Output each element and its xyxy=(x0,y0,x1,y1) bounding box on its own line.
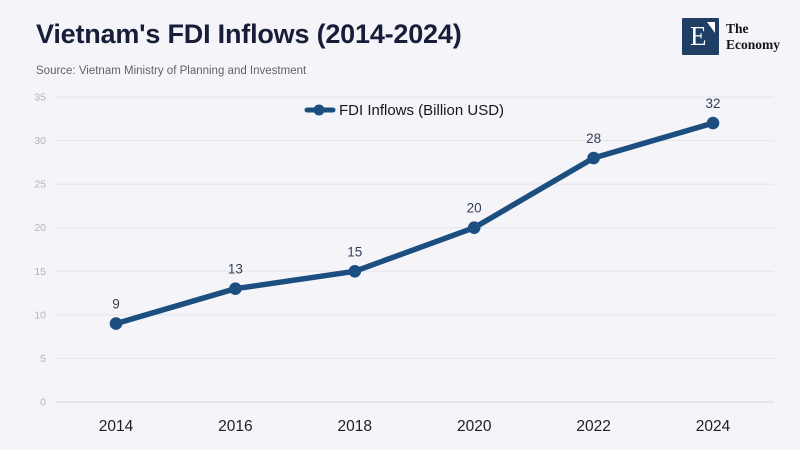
y-tick-label: 10 xyxy=(34,309,46,321)
x-tick-label: 2020 xyxy=(457,418,492,435)
source-note: Source: Vietnam Ministry of Planning and… xyxy=(36,65,307,77)
legend-marker-dot xyxy=(313,104,325,116)
logo-letter: E xyxy=(690,21,707,51)
data-label: 32 xyxy=(705,96,720,111)
y-tick-label: 25 xyxy=(34,179,46,191)
data-label: 9 xyxy=(112,297,120,312)
data-label: 13 xyxy=(228,262,243,277)
brand-name-line2: Economy xyxy=(726,36,780,52)
x-tick-label: 2018 xyxy=(338,418,372,435)
brand-name: The Economy xyxy=(726,21,780,51)
y-tick-label: 20 xyxy=(34,222,46,234)
x-tick-label: 2024 xyxy=(696,418,731,435)
y-tick-label: 0 xyxy=(40,397,46,409)
y-tick-label: 35 xyxy=(34,92,46,104)
data-label: 15 xyxy=(347,244,362,259)
page-title: Vietnam's FDI Inflows (2014-2024) xyxy=(36,19,462,49)
fdi-line-series xyxy=(113,120,716,327)
data-point-2018 xyxy=(348,265,362,278)
x-tick-label: 2016 xyxy=(218,418,252,435)
x-tick-label: 2022 xyxy=(576,418,610,435)
data-point-2020 xyxy=(467,221,481,234)
data-point-2014 xyxy=(109,317,123,330)
y-tick-label: 15 xyxy=(34,266,46,278)
data-point-2022 xyxy=(587,151,600,165)
data-label: 20 xyxy=(467,201,482,216)
data-point-2016 xyxy=(229,282,242,295)
brand-name-line1: The xyxy=(726,21,749,37)
brand-logo: E The Economy xyxy=(682,18,780,55)
data-label: 28 xyxy=(586,131,601,146)
y-tick-label: 30 xyxy=(34,135,46,147)
logo-quote-icon xyxy=(707,22,715,33)
data-point-2024 xyxy=(706,116,720,130)
fdi-line-chart: 0 5 10 15 20 25 30 35 2014 2016 2018 2020 2022 2024 9 1… xyxy=(34,92,774,435)
x-tick-label: 2014 xyxy=(99,418,134,435)
legend-label: FDI Inflows (Billion USD) xyxy=(339,102,504,119)
brand-logo-mark: E xyxy=(682,18,719,55)
y-tick-label: 5 xyxy=(40,353,46,365)
